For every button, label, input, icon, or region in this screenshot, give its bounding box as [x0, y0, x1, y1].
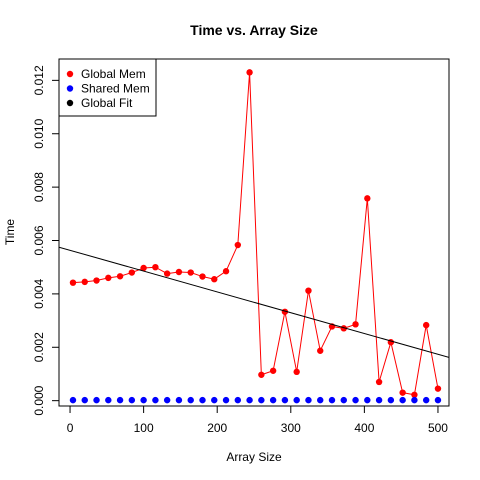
shared-mem-point	[222, 396, 230, 404]
global-mem-point	[116, 273, 124, 280]
x-tick-label: 200	[207, 421, 227, 435]
global-mem-point	[69, 279, 77, 286]
shared-mem-point	[128, 396, 136, 404]
x-tick-label: 400	[354, 421, 374, 435]
global-mem-point	[128, 269, 136, 276]
x-tick-label: 100	[134, 421, 154, 435]
legend-label-global-mem: Global Mem	[81, 67, 146, 81]
global-mem-point	[105, 274, 112, 282]
shared-mem-point	[293, 396, 300, 404]
shared-mem-point	[364, 396, 371, 404]
chart-title: Time vs. Array Size	[190, 22, 318, 38]
x-tick-label: 500	[428, 421, 448, 435]
shared-mem-point	[211, 396, 218, 404]
global-mem-point	[434, 385, 442, 392]
y-tick-label: 0.010	[32, 118, 46, 148]
global-mem-point	[258, 371, 265, 378]
legend-marker-shared-mem	[66, 85, 74, 92]
x-tick-label: 0	[67, 421, 74, 435]
shared-mem-point	[411, 396, 418, 404]
shared-mem-point	[328, 396, 336, 404]
shared-mem-point	[105, 396, 112, 404]
x-tick-label: 300	[281, 421, 301, 435]
x-axis: 0 100 200 300 400 500	[67, 405, 448, 435]
shared-mem-point	[258, 396, 265, 404]
shared-mem-point	[340, 396, 347, 404]
global-mem-point	[317, 347, 324, 354]
global-mem-point	[211, 276, 218, 283]
y-axis: 0.000 0.002 0.004 0.006 0.008 0.010 0.012	[32, 65, 60, 416]
shared-mem-point	[81, 396, 88, 404]
global-mem-point	[352, 321, 359, 328]
shared-mem-point	[305, 396, 312, 404]
legend-label-shared-mem: Shared Mem	[81, 82, 150, 96]
legend-label-global-fit: Global Fit	[81, 96, 133, 110]
global-mem-point	[199, 273, 206, 280]
y-tick-label: 0.004	[32, 279, 46, 309]
global-mem-point	[187, 269, 194, 276]
shared-mem-point	[152, 396, 159, 404]
shared-mem-point	[422, 396, 430, 404]
shared-mem-point	[234, 396, 242, 404]
global-mem-point	[152, 264, 159, 271]
shared-mem-point	[352, 396, 359, 404]
shared-mem-point	[246, 396, 253, 404]
global-mem-point	[305, 287, 312, 294]
global-mem-point	[422, 321, 430, 329]
y-axis-label: Time	[3, 219, 17, 246]
legend-marker-global-mem	[66, 70, 74, 78]
global-mem-point	[81, 278, 88, 286]
global-mem-point	[411, 391, 418, 398]
y-tick-label: 0.000	[32, 385, 46, 415]
shared-mem-point	[163, 396, 171, 404]
shared-mem-point	[269, 396, 277, 404]
shared-mem-point	[199, 396, 206, 404]
global-fit-line	[59, 246, 449, 358]
global-mem-point	[93, 277, 100, 284]
shared-mem-point	[434, 396, 442, 404]
shared-mem-point	[187, 396, 194, 404]
global-mem-point	[246, 69, 253, 76]
global-mem-line	[72, 72, 439, 396]
x-axis-label: Array Size	[226, 450, 282, 464]
global-mem-point	[175, 268, 183, 276]
plot-area	[59, 69, 449, 404]
shared-mem-point	[93, 396, 100, 404]
global-mem-point	[269, 367, 277, 374]
y-tick-label: 0.008	[32, 172, 46, 202]
global-mem-point	[140, 264, 147, 272]
global-mem-point	[399, 389, 406, 396]
global-mem-point	[375, 378, 383, 386]
y-tick-label: 0.002	[32, 332, 46, 362]
shared-mem-point	[317, 396, 324, 404]
shared-mem-point	[281, 396, 289, 404]
shared-mem-point	[116, 396, 124, 404]
shared-mem-point	[69, 396, 77, 404]
legend-marker-global-fit	[66, 99, 74, 107]
global-mem-point	[234, 241, 242, 249]
global-mem-point	[222, 268, 230, 275]
shared-mem-point	[375, 396, 383, 404]
shared-mem-point	[175, 396, 183, 404]
y-tick-label: 0.012	[32, 65, 46, 95]
y-tick-label: 0.006	[32, 225, 46, 255]
global-mem-point	[293, 368, 300, 376]
global-mem-point	[163, 270, 171, 277]
shared-mem-point	[140, 396, 147, 404]
shared-mem-point	[387, 396, 395, 404]
legend-box	[58, 58, 157, 117]
global-mem-point	[364, 195, 371, 202]
shared-mem-point	[399, 396, 406, 404]
